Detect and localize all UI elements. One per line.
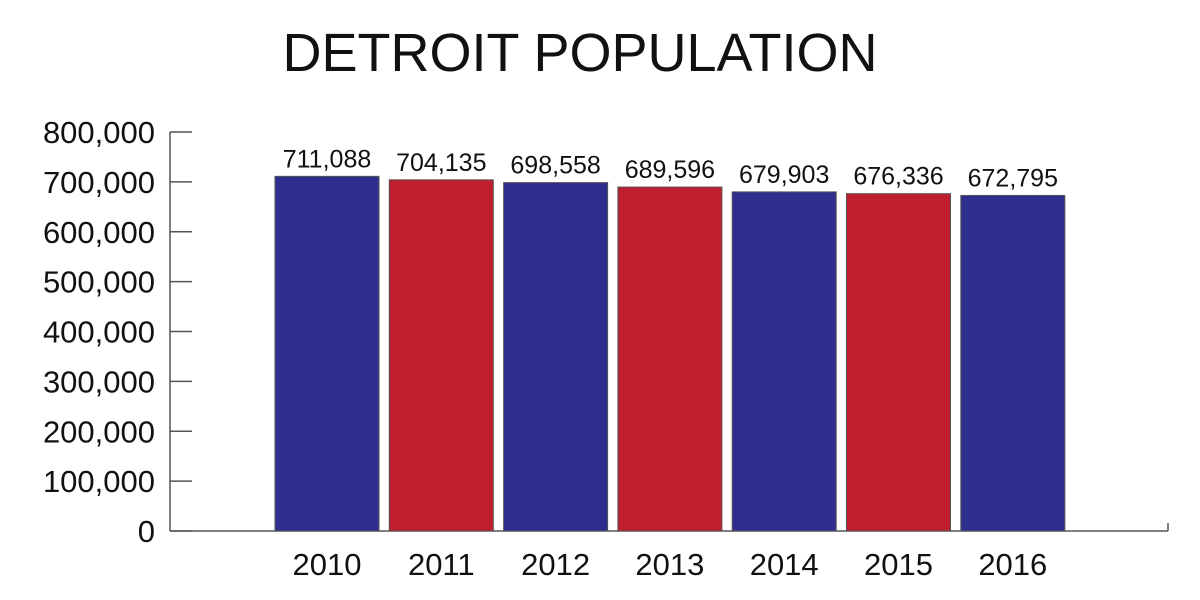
- data-label-2016: 672,795: [968, 164, 1058, 192]
- y-tick-label: 0: [138, 514, 155, 549]
- bars: [274, 175, 1066, 532]
- data-label-2013: 689,596: [625, 156, 715, 184]
- y-tick-label: 300,000: [43, 364, 155, 399]
- y-tick-label: 700,000: [43, 165, 155, 200]
- bar-2012: [503, 182, 609, 532]
- y-axis: 0 100,000 200,000 300,000 400,000 500,000 600,…: [43, 115, 192, 549]
- data-label-2010: 711,088: [283, 145, 372, 173]
- y-tick-label: 800,000: [43, 115, 155, 150]
- bar-2015: [846, 193, 951, 532]
- x-tick-label-2015: 2015: [864, 547, 933, 582]
- bar-2014: [731, 191, 837, 532]
- data-label-2014: 679,903: [739, 161, 829, 189]
- data-label-2015: 676,336: [853, 163, 943, 191]
- x-tick-label-2014: 2014: [750, 547, 819, 582]
- y-tick-label: 100,000: [43, 464, 155, 499]
- bar-2011: [388, 179, 494, 532]
- bar-2010: [274, 175, 380, 532]
- x-tick-label-2010: 2010: [293, 547, 362, 582]
- x-tick-label-2016: 2016: [978, 547, 1047, 582]
- y-tick-label: 600,000: [43, 215, 155, 250]
- data-label-2011: 704,135: [396, 149, 486, 177]
- x-tick-label-2013: 2013: [635, 547, 704, 582]
- x-axis: 2010 2011 2012 2013 2014 2015 2016: [170, 523, 1169, 582]
- y-tick-label: 400,000: [43, 315, 155, 350]
- bar-2013: [617, 186, 723, 532]
- x-tick-label-2012: 2012: [521, 547, 590, 582]
- y-tick-label: 500,000: [43, 265, 155, 300]
- data-labels: 711,088 704,135 698,558 689,596 679,903 676,3…: [283, 145, 1058, 192]
- x-tick-label-2011: 2011: [408, 547, 475, 582]
- y-tick-label: 200,000: [43, 414, 155, 449]
- data-label-2012: 698,558: [510, 152, 600, 180]
- chart-title: DETROIT POPULATION: [282, 23, 878, 83]
- bar-2016: [960, 194, 1066, 532]
